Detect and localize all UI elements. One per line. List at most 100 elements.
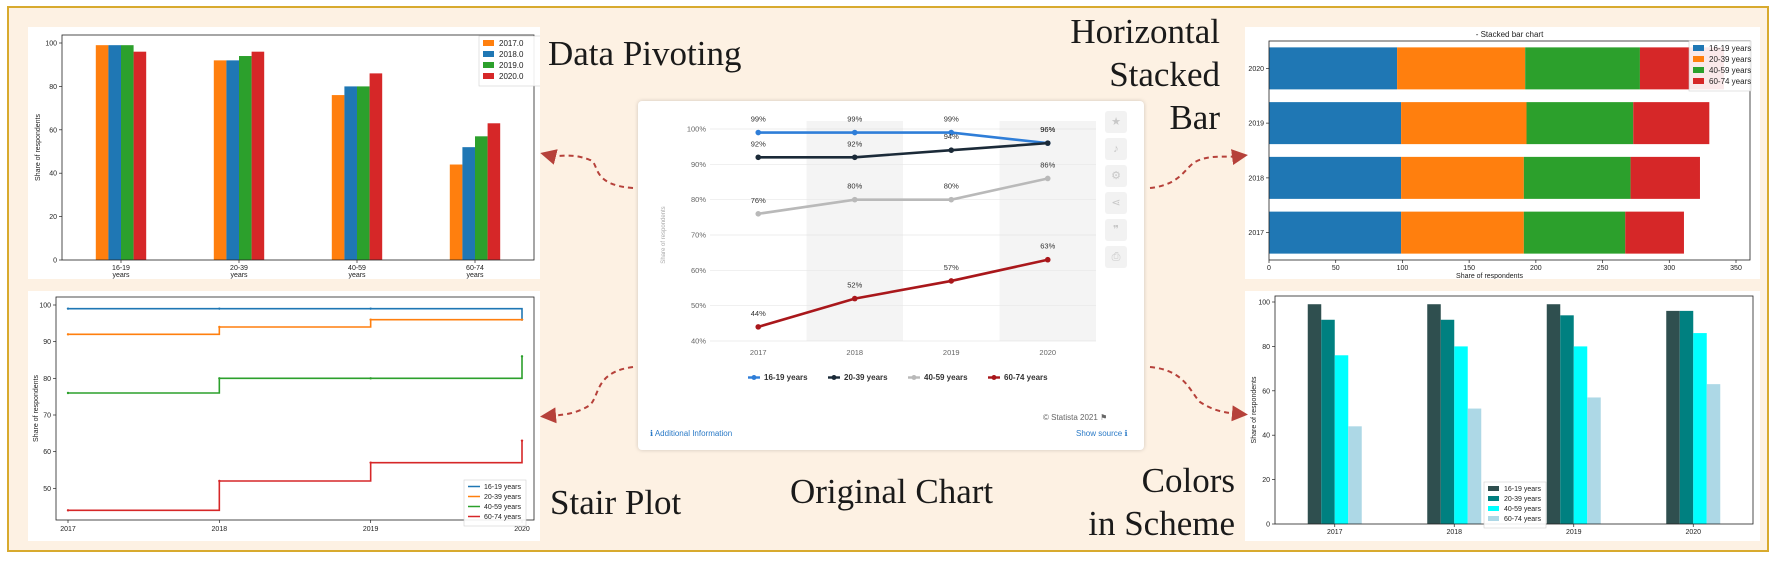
data-label: 99% (944, 115, 959, 124)
scheme-bar-chart: 0 20 40 60 80 100 2017 2018 2019 2020 Share of res… (1251, 295, 1754, 536)
bar (1427, 304, 1441, 524)
bar (1666, 310, 1680, 524)
data-point (755, 129, 762, 136)
x-tick-label: 2017 (1327, 529, 1343, 536)
bar (1348, 426, 1362, 524)
y-axis-label: Share of respondents (33, 375, 40, 442)
data-label: 44% (751, 309, 766, 318)
legend-label: 2018.0 (499, 50, 524, 59)
y-tick-label: 70% (691, 231, 706, 240)
y-tick-label: 100 (1258, 300, 1270, 307)
data-point (851, 295, 858, 302)
label-line: Horizontal (1070, 12, 1220, 51)
original-line-chart: 40% 50% 60% 70% 80% 90% 100% 2017 2018 2019 2020 Sh… (661, 115, 1096, 382)
y-tick-label: 80 (43, 376, 51, 383)
legend-label: 60-74 years (1504, 516, 1541, 523)
legend-label: 40-59 years (1504, 506, 1541, 513)
data-label: 99% (751, 115, 766, 124)
data-label: 57% (944, 263, 959, 272)
share-icon[interactable]: ⋖ (1105, 192, 1127, 214)
info-icon: ℹ (650, 429, 654, 438)
data-point (218, 325, 221, 329)
print-icon[interactable]: ⎙ (1105, 246, 1127, 268)
x-tick-label: 60-74 (466, 265, 484, 272)
data-point (948, 278, 955, 284)
y-tick-label: 40 (1262, 433, 1270, 440)
label-line: Stacked (1109, 55, 1220, 94)
bar (1706, 384, 1721, 524)
legend-swatch (1488, 496, 1499, 501)
show-source-link[interactable]: Show source ℹ (1076, 429, 1128, 438)
label-original-chart: Original Chart (790, 472, 994, 511)
data-point (1044, 175, 1051, 182)
data-point (218, 307, 221, 310)
bar-segment (1401, 156, 1524, 199)
x-tick-label: 20-39 (230, 265, 248, 272)
y-tick-label: 100% (687, 125, 707, 134)
x-tick-label: 2020 (1685, 529, 1701, 536)
y-tick-label: 80 (1262, 344, 1270, 351)
data-point (369, 318, 372, 321)
data-label: 63% (1040, 242, 1055, 251)
copyright-text: © Statista 2021 ⚑ (1043, 413, 1108, 422)
data-label: 94% (944, 132, 959, 141)
legend-label: 16-19 years (484, 484, 521, 491)
label-line: Colors (1141, 461, 1235, 500)
bar-segment (1401, 211, 1524, 254)
x-tick-label: 2020 (514, 526, 530, 533)
legend-swatch (483, 62, 494, 68)
legend-swatch (1693, 67, 1704, 73)
bar (475, 136, 488, 260)
y-tick-label: 60 (43, 449, 51, 456)
bar (133, 51, 147, 261)
y-tick-label: 40% (691, 337, 706, 346)
quote-icon[interactable]: ❞ (1105, 219, 1127, 241)
data-point (1044, 256, 1051, 263)
data-label: 96% (1040, 125, 1055, 134)
gear-icon[interactable]: ⚙ (1105, 165, 1127, 187)
bell-icon[interactable]: ♪ (1105, 138, 1127, 160)
data-label: 96% (1040, 125, 1055, 134)
legend-swatch (483, 40, 494, 46)
bar (357, 86, 370, 261)
stair-line-chart: 50 60 70 80 90 100 2017 2018 2019 2020 Share of re… (33, 296, 535, 533)
y-tick-label: 90 (43, 339, 51, 346)
x-tick-label: 16-19 (112, 265, 130, 272)
data-label: 92% (847, 139, 862, 148)
y-tick-label: 80% (691, 195, 706, 204)
bar-segment (1633, 102, 1710, 145)
star-icon[interactable]: ★ (1105, 111, 1127, 133)
bar (1587, 397, 1601, 524)
legend-swatch (1693, 45, 1704, 51)
bar-segment (1630, 156, 1700, 199)
y-axis-label: Share of respondents (1251, 376, 1258, 443)
data-point (369, 307, 372, 310)
legend-marker (991, 375, 997, 380)
data-label: 80% (847, 182, 862, 191)
x-tick-label: 350 (1730, 265, 1742, 272)
bar (1334, 355, 1349, 524)
x-tick-label: 0 (1267, 265, 1271, 272)
column-band (999, 121, 1096, 341)
legend-swatch (483, 51, 494, 57)
data-point (851, 129, 858, 136)
pivot-bar-chart: 02040608010016-19years20-39years40-59yea… (35, 34, 542, 279)
bar (251, 51, 265, 261)
legend-swatch (483, 73, 494, 79)
y-tick-label: 0 (53, 258, 57, 265)
y-tick-label: 20 (1262, 477, 1270, 484)
data-label: 99% (847, 115, 862, 124)
x-tick-label: 50 (1332, 265, 1340, 272)
y-tick-label: 0 (1266, 522, 1270, 529)
bar (213, 60, 227, 260)
bar (239, 56, 252, 260)
bar (1467, 408, 1482, 524)
y-tick-label: 2020 (1248, 66, 1264, 73)
info-icon: ℹ (1124, 429, 1128, 438)
bar (331, 95, 345, 260)
data-point (851, 154, 858, 161)
bar (1454, 346, 1468, 524)
bar-segment (1523, 156, 1631, 199)
additional-information-link[interactable]: ℹ Additional Information (650, 429, 733, 438)
